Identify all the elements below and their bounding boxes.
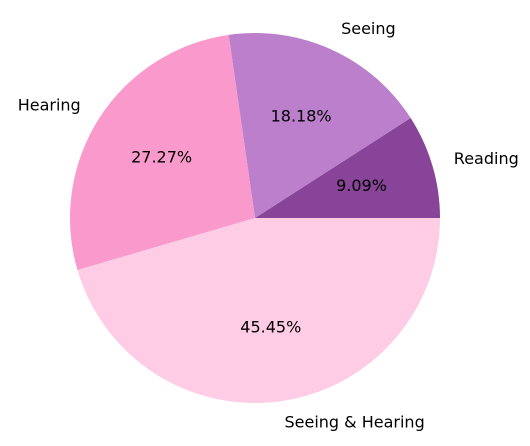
slice-label-reading: Reading [454,149,519,168]
pie-slice-seeing-hearing [77,218,440,403]
slice-label-hearing: Hearing [18,95,81,114]
pie-slice-hearing [69,34,256,271]
slice-labels: Reading 9.09% Seeing 18.18% Hearing 27.27% See… [18,19,519,432]
slice-percent-seeing: 18.18% [271,107,332,126]
slice-label-seeing-hearing: Seeing & Hearing [284,413,424,432]
pie-slices [69,32,440,403]
slice-percent-reading: 9.09% [336,176,387,195]
slice-label-seeing: Seeing [341,19,396,38]
pie-slice-reading [255,117,440,218]
slice-percent-hearing: 27.27% [131,147,192,166]
slice-percent-seeing-hearing: 45.45% [240,317,301,336]
pie-slice-seeing [228,32,411,218]
